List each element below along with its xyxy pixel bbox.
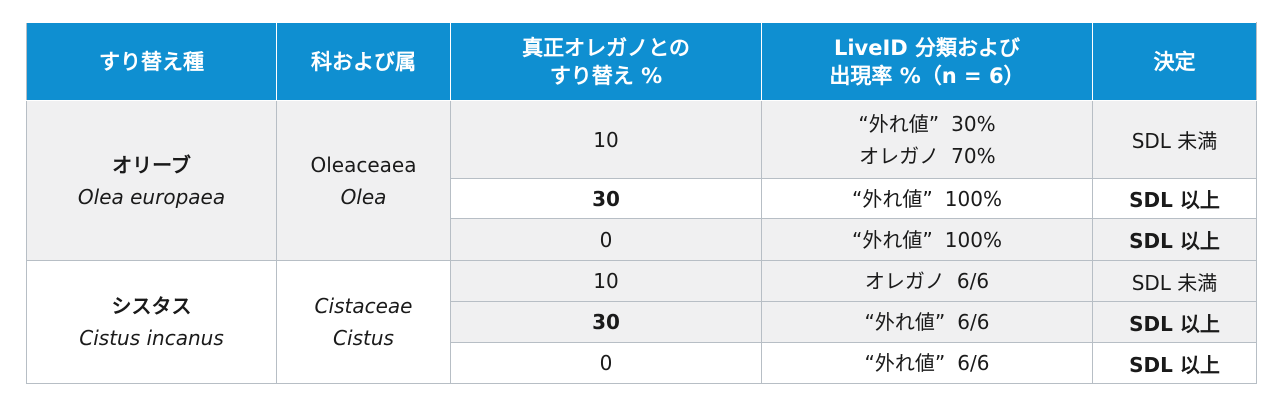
table-row: シスタス Cistus incanus Cistaceae Cistus 10 …: [26, 260, 1257, 384]
decision-cell: SDL 以上: [1092, 342, 1257, 384]
liveid-result-cell: “外れ値” 6/6: [761, 301, 1093, 343]
species-name: オリーブ: [112, 152, 191, 177]
family-name: Oleaceaea: [310, 152, 417, 177]
table-row: オリーブ Olea europaea Oleaceaea Olea 10 “外れ…: [26, 100, 1257, 261]
liveid-result-cell: “外れ値” 100%: [761, 178, 1093, 219]
species-latin: Olea europaea: [77, 184, 226, 209]
header-adulteration-percent: 真正オレガノとの すり替え %: [450, 22, 762, 101]
table-row: 0 “外れ値” 6/6 SDL 以上: [27, 342, 1257, 384]
species-cell: シスタス Cistus incanus: [26, 260, 277, 384]
header-family-genus: 科および属: [276, 22, 451, 101]
liveid-result-cell: “外れ値” 6/6: [761, 342, 1093, 384]
species-name: シスタス: [111, 294, 192, 318]
decision-cell: SDL 未満: [1092, 260, 1257, 302]
decision-cell: SDL 以上: [1092, 301, 1257, 343]
table-row: 30 “外れ値” 100% SDL 以上: [27, 178, 1257, 219]
genus-name: Cistus: [333, 326, 394, 350]
liveid-result-cell: “外れ値” 30% オレガノ 70%: [761, 100, 1093, 179]
species-cell: オリーブ Olea europaea: [26, 100, 277, 261]
header-decision: 決定: [1092, 22, 1257, 101]
family-name: Cistaceae: [314, 294, 413, 318]
header-liveid-classification: LiveID 分類および 出現率 %（n = 6）: [761, 22, 1093, 101]
header-adulterant-species: すり替え種: [26, 22, 277, 101]
adulteration-pct-cell: 30: [450, 178, 762, 219]
table-row: 30 “外れ値” 6/6 SDL 以上: [27, 301, 1257, 343]
species-latin: Cistus incanus: [79, 326, 224, 350]
adulteration-pct-cell: 10: [450, 100, 762, 179]
adulteration-results-table: すり替え種 科および属 真正オレガノとの すり替え % LiveID 分類および出…: [26, 22, 1257, 384]
family-cell: Cistaceae Cistus: [276, 260, 451, 384]
adulteration-pct-cell: 0: [450, 218, 762, 261]
genus-name: Olea: [340, 184, 387, 209]
decision-cell: SDL 未満: [1092, 100, 1257, 179]
liveid-result-cell: “外れ値” 100%: [761, 218, 1093, 261]
decision-cell: SDL 以上: [1092, 178, 1257, 219]
decision-cell: SDL 以上: [1092, 218, 1257, 261]
header-row: すり替え種 科および属 真正オレガノとの すり替え % LiveID 分類および出…: [26, 22, 1257, 101]
adulteration-pct-cell: 0: [450, 342, 762, 384]
family-cell: Oleaceaea Olea: [276, 100, 451, 261]
liveid-result-cell: オレガノ 6/6: [761, 260, 1093, 302]
adulteration-pct-cell: 30: [450, 301, 762, 343]
adulteration-pct-cell: 10: [450, 260, 762, 302]
